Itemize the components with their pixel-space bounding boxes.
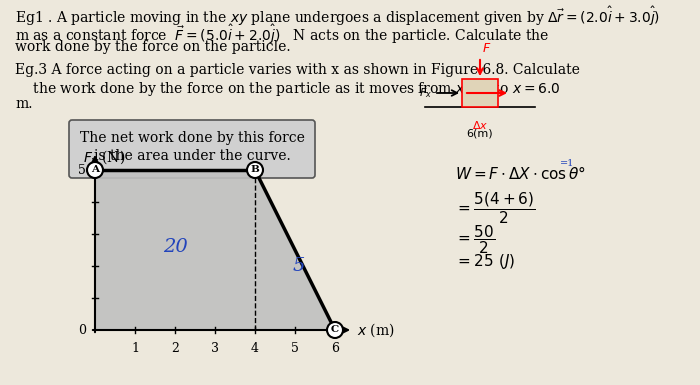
Text: 3: 3	[211, 342, 219, 355]
Text: 0: 0	[78, 323, 86, 336]
Text: A: A	[91, 166, 99, 174]
Text: m.: m.	[15, 97, 32, 111]
FancyBboxPatch shape	[69, 120, 315, 178]
Text: 1: 1	[131, 342, 139, 355]
Text: $F_x$: $F_x$	[419, 86, 432, 100]
Text: The net work done by this force: The net work done by this force	[80, 131, 304, 145]
Text: 2: 2	[171, 342, 179, 355]
Text: 5: 5	[291, 342, 299, 355]
Circle shape	[327, 322, 343, 338]
FancyBboxPatch shape	[462, 79, 498, 107]
Text: $F$: $F$	[482, 42, 491, 55]
Text: 6: 6	[331, 342, 339, 355]
Text: work done by the force on the particle.: work done by the force on the particle.	[15, 40, 290, 54]
Text: =1: =1	[560, 159, 575, 168]
Text: 4: 4	[251, 342, 259, 355]
Text: $W=F\cdot\Delta X\cdot\cos\theta°$: $W=F\cdot\Delta X\cdot\cos\theta°$	[455, 165, 586, 182]
Text: Eg1 . A particle moving in the $xy$ plane undergoes a displacement given by $\De: Eg1 . A particle moving in the $xy$ plan…	[15, 5, 660, 28]
Text: the work done by the force on the particle as it moves from $x=0$ to $x=6.0$: the work done by the force on the partic…	[15, 80, 561, 98]
Text: 5: 5	[293, 257, 305, 275]
Text: 5: 5	[78, 164, 86, 176]
Text: $x$ (m): $x$ (m)	[357, 321, 395, 339]
Text: $=25\ (J)$: $=25\ (J)$	[455, 252, 515, 271]
Text: $F_x$ (N): $F_x$ (N)	[83, 148, 125, 166]
Text: Eg.3 A force acting on a particle varies with x as shown in Figure 6.8. Calculat: Eg.3 A force acting on a particle varies…	[15, 63, 580, 77]
Text: m as a constant force  $\vec{F}=(5.0\hat{i}+2.0\hat{j})$   N acts on the particl: m as a constant force $\vec{F}=(5.0\hat{…	[15, 23, 550, 46]
Text: $\Delta x$: $\Delta x$	[472, 119, 488, 131]
Text: $=\dfrac{5(4+6)}{2}$: $=\dfrac{5(4+6)}{2}$	[455, 190, 536, 226]
Text: 20: 20	[162, 238, 188, 256]
Circle shape	[87, 162, 103, 178]
Circle shape	[247, 162, 263, 178]
Text: B: B	[251, 166, 260, 174]
Text: 6(m): 6(m)	[467, 129, 494, 139]
Polygon shape	[95, 170, 335, 330]
Text: C: C	[331, 325, 339, 335]
Text: $=\dfrac{50}{2}$: $=\dfrac{50}{2}$	[455, 223, 495, 256]
Text: is the area under the curve.: is the area under the curve.	[94, 149, 290, 163]
